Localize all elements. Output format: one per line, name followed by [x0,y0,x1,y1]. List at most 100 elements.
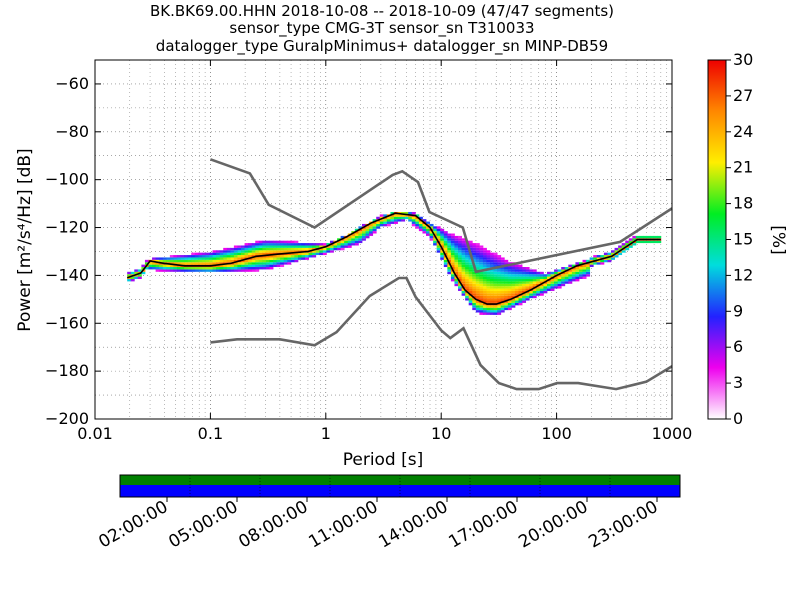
psd-cell [543,286,548,289]
psd-cell [564,281,569,284]
psd-cell [472,293,477,296]
psd-cell [386,219,391,222]
psd-cell [522,271,527,275]
psd-cell [514,288,519,291]
psd-cell [479,245,484,248]
psd-cell [482,310,487,313]
psd-cell [340,243,345,246]
psd-cell [205,269,210,272]
psd-cell [208,255,213,258]
psd-cell [219,262,224,265]
psd-cell [468,243,473,246]
psd-cell [429,235,434,239]
psd-cell [514,278,519,282]
psd-cell [450,262,455,265]
psd-cell [518,290,523,294]
psd-cell [184,262,189,265]
psd-cell [507,267,512,270]
psd-cell [226,267,231,270]
psd-cell [233,269,238,272]
psd-cell [269,264,274,268]
psd-cell [479,293,484,296]
psd-cell [258,247,263,251]
psd-cell [550,288,555,291]
psd-cell [465,247,470,251]
psd-cell [657,235,662,239]
psd-cell [486,278,491,282]
psd-cell [518,288,523,291]
psd-cell [162,259,167,263]
psd-cell [465,255,470,258]
psd-cell [514,274,519,277]
psd-cell [127,274,132,277]
psd-cell [347,243,352,246]
psd-cell [529,286,534,289]
psd-cell [422,223,427,227]
psd-cell [354,235,359,239]
psd-cell [415,223,420,227]
psd-cell [482,259,487,263]
x-tick-label: 0.01 [77,424,113,443]
psd-cell [532,283,537,287]
psd-cell [244,245,249,248]
psd-cell [258,243,263,246]
psd-cell [127,271,132,275]
psd-cell [465,252,470,256]
psd-cell [415,221,420,224]
psd-cell [273,240,277,244]
psd-cell [468,264,473,268]
psd-cell [458,238,462,241]
psd-cell [493,288,498,291]
psd-cell [561,274,566,277]
psd-cell [546,276,551,279]
psd-cell [511,281,516,284]
psd-cell [273,247,277,251]
psd-cell [223,259,228,263]
psd-cell [493,312,498,315]
psd-cell [426,226,430,229]
psd-cell [433,226,438,229]
mode-curve [126,212,661,305]
psd-cell [589,257,594,260]
psd-cell [269,243,274,246]
psd-cell [575,274,580,277]
psd-cell [276,245,281,248]
psd-cell [529,276,534,279]
psd-cell [518,302,523,306]
psd-cell [201,255,206,258]
psd-cell [184,259,189,263]
psd-cell [472,307,477,311]
psd-cell [450,257,455,260]
psd-cell [511,276,516,279]
psd-cell [554,281,559,284]
y-tick-label: −140 [45,265,89,284]
psd-cell [411,216,416,220]
psd-cell [486,286,491,289]
psd-cell [507,288,512,291]
psd-cell [450,240,455,244]
psd-cell [518,286,523,289]
psd-cell [440,252,445,256]
psd-cell [354,243,359,246]
psd-cell [511,288,516,291]
psd-cell [475,243,480,246]
psd-cell [290,245,295,248]
psd-cell [280,245,285,248]
psd-cell [518,264,523,268]
psd-cell [290,243,295,246]
psd-cell [219,269,224,272]
psd-cell [226,264,231,268]
psd-cell [294,247,299,251]
psd-cell [522,276,527,279]
psd-cell [219,252,224,256]
psd-cell [180,262,185,265]
psd-cell [372,223,377,227]
psd-cell [194,269,199,272]
psd-cell [351,240,356,244]
psd-cell [546,286,551,289]
colorbar-gradient [707,59,727,420]
psd-cell [305,252,310,256]
psd-cell [522,298,527,301]
psd-cell [557,269,562,272]
psd-cell [564,271,569,275]
